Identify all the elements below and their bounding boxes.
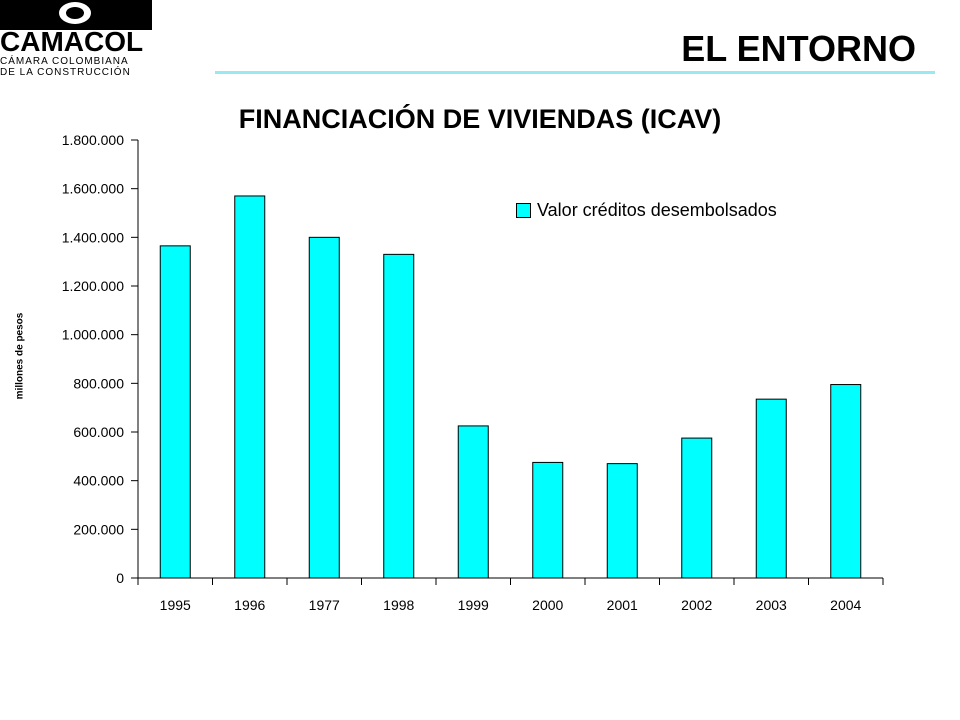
y-tick-label-8: 1.600.000 [62,181,124,197]
y-tick-label-4: 800.000 [73,375,124,391]
x-tick-label-1995: 1995 [160,597,191,613]
x-tick-label-2000: 2000 [532,597,563,613]
y-axis-label: millones de pesos [14,312,26,400]
y-tick-label-9: 1.800.000 [62,132,124,148]
legend-swatch [516,203,531,218]
bar-1977 [308,236,340,579]
legend-label: Valor créditos desembolsados [537,200,777,220]
x-tick-label-1999: 1999 [458,597,489,613]
bar-2003 [755,398,787,579]
y-tick-label-6: 1.200.000 [62,278,124,294]
x-tick-label-2002: 2002 [681,597,712,613]
x-tick-label-1998: 1998 [383,597,414,613]
y-tick-label-0: 0 [116,570,124,586]
bar-1995 [159,245,191,579]
bar-2001 [606,463,638,579]
x-tick-label-2003: 2003 [756,597,787,613]
y-tick-label-2: 400.000 [73,473,124,489]
chart-legend: Valor créditos desembolsados [516,200,777,221]
logo-emblem-icon [59,2,91,24]
x-tick-label-1977: 1977 [309,597,340,613]
bar-1996 [234,195,266,579]
x-tick-label-2001: 2001 [607,597,638,613]
bar-1999 [457,425,489,579]
logo-subtitle-1: CÁMARA COLOMBIANA [0,56,129,67]
bar-2002 [681,437,713,579]
y-tick-label-1: 200.000 [73,521,124,537]
section-title: EL ENTORNO [681,28,916,69]
logo-subtitle-2: DE LA CONSTRUCCIÓN [0,67,131,78]
bar-1998 [383,253,415,579]
x-tick-label-1996: 1996 [234,597,265,613]
y-tick-label-5: 1.000.000 [62,327,124,343]
chart-title: FINANCIACIÓN DE VIVIENDAS (ICAV) [238,104,722,134]
camacol-logo: CAMACOL CÁMARA COLOMBIANA DE LA CONSTRUC… [0,0,160,80]
y-tick-label-3: 600.000 [73,424,124,440]
y-tick-label-7: 1.400.000 [62,229,124,245]
title-underline [215,71,935,74]
x-tick-label-2004: 2004 [830,597,861,613]
logo-name: CAMACOL [0,26,144,57]
bar-2004 [830,384,862,579]
bar-2000 [532,461,564,579]
